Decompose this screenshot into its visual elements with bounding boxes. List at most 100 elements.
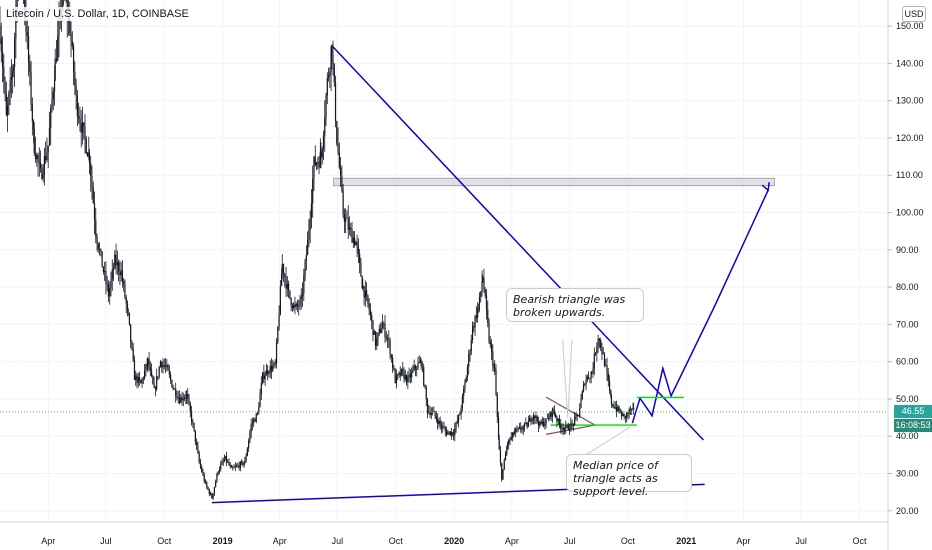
candle-body	[90, 163, 92, 176]
candle-body	[58, 20, 60, 37]
candle-body	[189, 403, 191, 412]
candle-body	[395, 375, 398, 384]
candle-body	[582, 384, 585, 392]
candle-body	[418, 362, 420, 364]
candle-body	[39, 162, 42, 169]
candle-body	[594, 353, 597, 355]
candle-body	[557, 418, 559, 422]
candle-body	[254, 419, 256, 422]
candle-body	[196, 441, 198, 446]
candle-body	[98, 249, 101, 251]
candle-body	[626, 413, 628, 418]
candle-body	[305, 255, 307, 261]
candle-body	[534, 415, 536, 419]
candle-body	[551, 408, 554, 417]
currency-button[interactable]: USD	[902, 6, 926, 22]
candle-series	[0, 0, 635, 501]
candle-body	[282, 264, 285, 275]
candle-body	[342, 190, 344, 215]
candle-body	[285, 277, 287, 289]
candle-body	[575, 415, 577, 418]
candle-body	[352, 237, 354, 243]
candle-body	[389, 339, 391, 355]
candle-body	[550, 412, 552, 417]
candle-body	[392, 357, 394, 368]
candle-body	[332, 54, 334, 65]
callout-connector-1	[562, 339, 569, 418]
candle-body	[545, 418, 547, 424]
candle-body	[88, 152, 90, 157]
candle-body	[510, 436, 512, 440]
candle-body	[312, 178, 314, 204]
candle-body	[57, 36, 59, 61]
candle-body	[428, 411, 430, 413]
candle-body	[361, 276, 363, 289]
candle-body	[176, 396, 178, 399]
y-tick-label: 120.00	[896, 133, 924, 143]
candle-body	[140, 380, 142, 384]
candle-body	[29, 62, 31, 72]
candle-body	[363, 286, 365, 298]
candle-body	[248, 440, 250, 449]
candle-body	[329, 71, 331, 76]
candle-body	[381, 328, 383, 333]
y-tick-label: 140.00	[896, 58, 924, 68]
x-tick-label: Jul	[795, 536, 807, 546]
x-tick-label: 2019	[213, 536, 233, 546]
candle-body	[570, 423, 572, 430]
candle-body	[413, 365, 415, 370]
candle-body	[173, 388, 176, 390]
candle-body	[501, 463, 503, 480]
x-tick-label: Apr	[736, 536, 750, 546]
candle-body	[632, 407, 634, 409]
y-tick-label: 100.00	[896, 208, 924, 218]
candle-body	[192, 421, 194, 423]
candle-body	[430, 413, 432, 415]
candle-body	[398, 372, 400, 375]
candle-body	[388, 339, 390, 340]
candle-body	[404, 375, 406, 380]
candle-body	[424, 385, 426, 388]
candle-body	[502, 469, 504, 480]
candle-body	[425, 387, 427, 400]
candle-body	[412, 369, 414, 372]
candle-body	[267, 370, 269, 375]
countdown-tag: 16:08:53	[894, 419, 932, 432]
candle-body	[178, 397, 181, 403]
candle-body	[403, 371, 405, 380]
descending-trendline	[331, 44, 704, 441]
candle-body	[161, 361, 163, 368]
candle-body	[278, 314, 280, 328]
candle-body	[444, 428, 446, 431]
candle-body	[239, 462, 241, 468]
candle-body	[76, 95, 78, 117]
candle-body	[475, 315, 477, 318]
candle-body	[477, 308, 479, 318]
candle-body	[539, 421, 541, 426]
candle-body	[246, 448, 248, 456]
candle-body	[464, 382, 466, 390]
y-tick-label: 30.00	[896, 469, 919, 479]
candle-body	[78, 116, 80, 119]
candle-body	[116, 262, 118, 266]
x-tick-label: Oct	[157, 536, 172, 546]
candle-body	[499, 449, 502, 464]
x-tick-label: Oct	[852, 536, 867, 546]
candle-body	[469, 351, 471, 355]
candle-body	[130, 324, 132, 342]
candle-body	[338, 152, 340, 168]
candle-body	[242, 461, 244, 465]
candle-body	[608, 381, 611, 391]
candle-body	[591, 372, 593, 374]
candle-body	[400, 368, 403, 376]
candle-body	[250, 424, 252, 433]
candle-body	[62, 0, 64, 13]
candle-body	[628, 409, 630, 414]
candle-body	[452, 432, 454, 435]
candle-body	[97, 243, 99, 250]
candle-body	[268, 372, 270, 375]
candle-body	[101, 251, 103, 268]
candle-body	[536, 416, 538, 422]
candle-body	[126, 303, 129, 310]
